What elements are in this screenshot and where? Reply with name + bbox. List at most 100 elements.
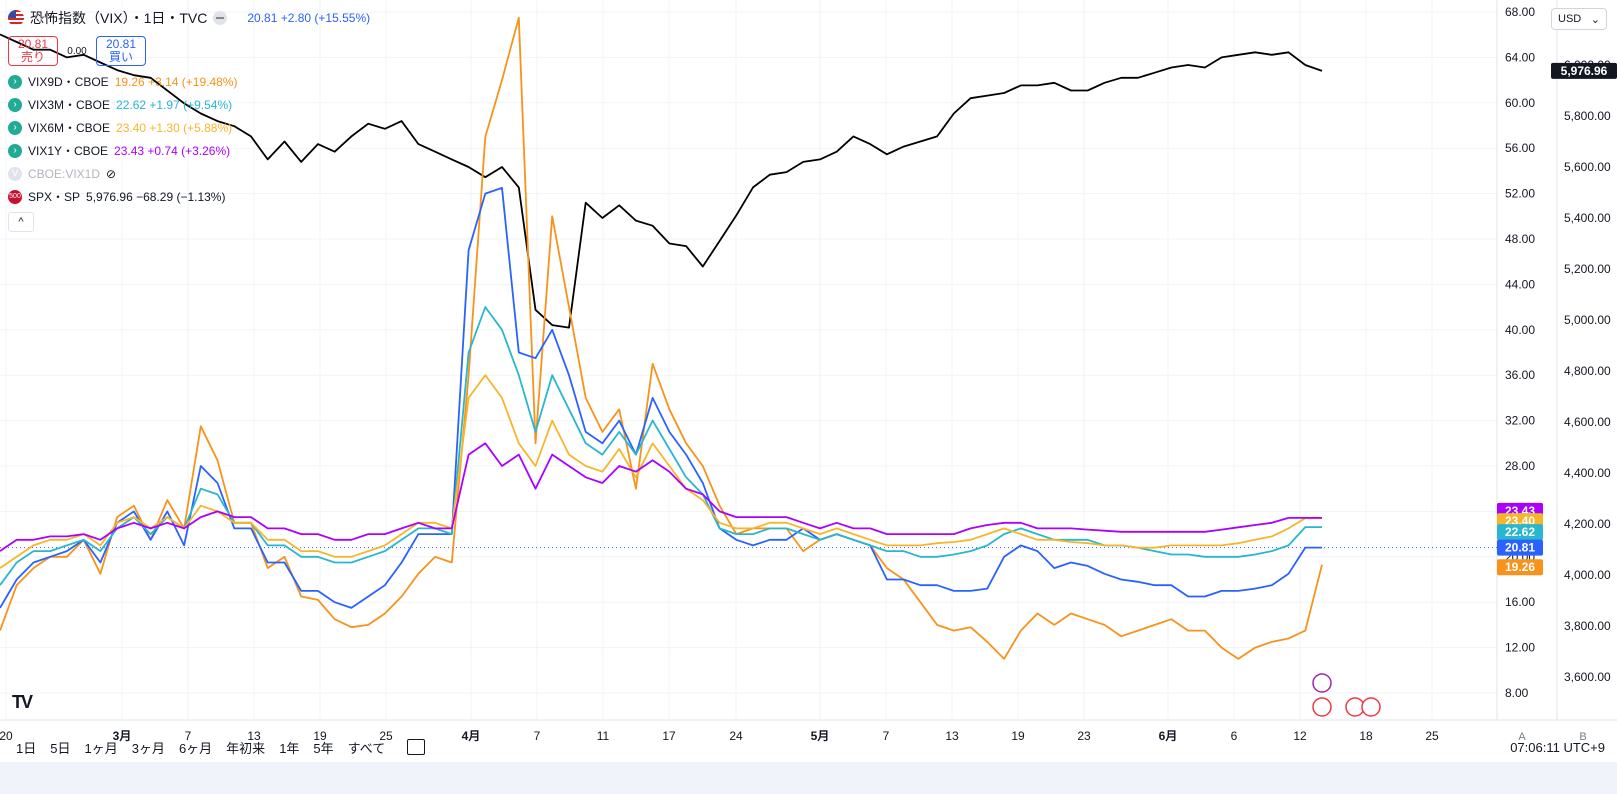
time-axis-tick-label: 6 (1231, 729, 1238, 743)
series-name: VIX1Y・CBOE (28, 144, 109, 158)
range-1y-button[interactable]: 1年 (279, 740, 300, 756)
spx-axis-tick-label: 5,000.00 (1564, 313, 1611, 327)
time-axis-tick-label: 7 (883, 729, 890, 743)
series-line-vix (0, 186, 1322, 609)
time-axis-tick-label: 12 (1293, 729, 1307, 743)
vix-axis-tick-label: 64.00 (1505, 50, 1535, 64)
series-values: 23.43 +0.74 (+3.26%) (114, 143, 231, 158)
range-6m-button[interactable]: 6ヶ月 (178, 740, 213, 756)
time-axis-tick-label: 13 (247, 729, 261, 743)
buy-button[interactable]: 20.81 買い (96, 36, 146, 66)
us-flag-event-icon[interactable] (1361, 697, 1381, 717)
vix-axis-tick-label: 36.00 (1505, 368, 1535, 382)
collapse-legend-button[interactable]: ^ (8, 212, 34, 232)
last-value-label-bg (1497, 559, 1543, 576)
last-value-label-bg (1551, 62, 1617, 79)
series-name: VIX3M・CBOE (28, 98, 111, 112)
spx-axis-tick-label: 5,800.00 (1564, 109, 1611, 123)
green-status-icon: › (8, 97, 22, 112)
spx-axis-tick-label: 3,600.00 (1564, 670, 1611, 684)
time-axis-tick-label: 7 (534, 729, 541, 743)
legend-row-vix3m[interactable]: › VIX3M・CBOE 22.62 +1.97 (+9.54%) (8, 93, 370, 116)
range-1d-button[interactable]: 1日 (16, 740, 37, 756)
vix-axis-tick-label: 52.00 (1505, 187, 1535, 201)
tradingview-logo-icon[interactable]: TV (12, 692, 33, 712)
range-3m-button[interactable]: 3ヶ月 (131, 740, 165, 756)
vix-axis-tick-label: 28.00 (1505, 459, 1535, 473)
vix-axis-tick-label: 44.00 (1505, 277, 1535, 291)
series-name: SPX・SP (28, 190, 81, 204)
chevron-down-icon: ⌄ (1590, 13, 1600, 26)
series-name: VIX6M・CBOE (28, 121, 111, 135)
us-flag-icon (8, 10, 24, 26)
series-values: 19.26 +3.14 (+19.48%) (114, 74, 238, 89)
range-1m-button[interactable]: 1ヶ月 (84, 740, 118, 756)
time-axis-tick-label: 23 (1077, 729, 1091, 743)
spx-axis-tick-label: 4,200.00 (1564, 517, 1611, 531)
legend-row-spx[interactable]: 500 SPX・SP 5,976.96 −68.29 (−1.13%) (8, 185, 370, 208)
vix-axis-tick-label: 68.00 (1505, 5, 1535, 19)
vix-axis-tick-label: 56.00 (1505, 141, 1535, 155)
clock[interactable]: 07:06:11 UTC+9 (1510, 739, 1605, 755)
eye-off-icon[interactable]: ⊘ (106, 166, 117, 181)
vix-axis-tick-label: 60.00 (1505, 96, 1535, 110)
time-axis-tick-label: 25 (1425, 729, 1439, 743)
lightning-event-icon[interactable] (1312, 673, 1332, 693)
chart-legend: 恐怖指数（VIX）・1日・TVC 20.81 +2.80 (+15.55%) 2… (8, 6, 370, 232)
series-line-vix6m (0, 374, 1322, 569)
price-summary: 20.81 +2.80 (+15.55%) (247, 11, 371, 25)
range-all-button[interactable]: すべて (347, 740, 386, 756)
range-5d-button[interactable]: 5日 (50, 740, 71, 756)
sell-button[interactable]: 20.81 売り (8, 36, 58, 66)
price-chart[interactable]: 8.0012.0016.0020.0024.0028.0032.0036.004… (0, 0, 1617, 762)
last-value-label: 19.26 (1505, 560, 1535, 574)
time-axis-tick-label: 19 (313, 729, 327, 743)
vix-axis-tick-label: 16.00 (1505, 595, 1535, 609)
vix-axis-tick-label: 8.00 (1505, 686, 1529, 700)
calendar-icon[interactable] (407, 739, 426, 755)
legend-row-vix1d[interactable]: V CBOE:VIX1D ⊘ (8, 162, 370, 185)
spx-axis-tick-label: 4,800.00 (1564, 364, 1611, 378)
spx-axis-tick-label: 5,200.00 (1564, 262, 1611, 276)
time-axis-tick-label: 5月 (811, 729, 830, 743)
time-axis-tick-label: 17 (662, 729, 676, 743)
spx-axis-tick-label: 4,000.00 (1564, 568, 1611, 582)
last-value-label: 20.81 (1505, 541, 1535, 555)
series-line-vix1y (0, 442, 1322, 552)
time-axis-tick-label: 13 (945, 729, 959, 743)
last-value-label: 5,976.96 (1561, 64, 1608, 78)
axis-mode-b[interactable]: B (1579, 731, 1586, 743)
currency-selector[interactable]: USD ⌄ (1551, 8, 1607, 30)
chart-title[interactable]: 恐怖指数（VIX）・1日・TVC (30, 10, 208, 26)
time-axis-tick-label: 11 (597, 729, 610, 743)
range-5y-button[interactable]: 5年 (313, 740, 334, 756)
legend-row-vix9d[interactable]: › VIX9D・CBOE 19.26 +3.14 (+19.48%) (8, 70, 370, 93)
series-name: CBOE:VIX1D (28, 166, 101, 181)
series-line-vix9d (0, 16, 1323, 660)
spx-axis-tick-label: 5,600.00 (1564, 160, 1611, 174)
last-value-label-bg (1497, 524, 1543, 541)
time-axis-tick-label: 7 (185, 729, 192, 743)
series-values: 5,976.96 −68.29 (−1.13%) (86, 189, 226, 204)
legend-row-vix6m[interactable]: › VIX6M・CBOE 23.40 +1.30 (+5.88%) (8, 116, 370, 139)
last-value-label-bg (1497, 539, 1543, 556)
vix-axis-tick-label: 12.00 (1505, 641, 1535, 655)
us-flag-event-icon[interactable] (1312, 697, 1332, 717)
spx-axis-tick-label: 4,400.00 (1564, 466, 1611, 480)
buy-price: 20.81 (105, 37, 137, 51)
time-axis-tick-label: 19 (1011, 729, 1025, 743)
time-axis-tick-label: 24 (729, 729, 743, 743)
axis-mode-a[interactable]: A (1518, 731, 1526, 743)
series-line-spx (0, 33, 1323, 329)
vix-axis-tick-label: 32.00 (1505, 414, 1535, 428)
vix-axis-tick-label: 40.00 (1505, 323, 1535, 337)
sell-price: 20.81 (17, 37, 49, 51)
green-status-icon: › (8, 74, 22, 89)
legend-row-vix1y[interactable]: › VIX1Y・CBOE 23.43 +0.74 (+3.26%) (8, 139, 370, 162)
visibility-icon[interactable] (213, 11, 228, 25)
range-ytd-button[interactable]: 年初来 (226, 740, 266, 756)
buy-label: 買い (108, 50, 133, 64)
spx-axis-tick-label: 5,400.00 (1564, 211, 1611, 225)
time-axis-tick-label: 4月 (462, 729, 481, 743)
spread-value: 0.00 (67, 45, 87, 57)
